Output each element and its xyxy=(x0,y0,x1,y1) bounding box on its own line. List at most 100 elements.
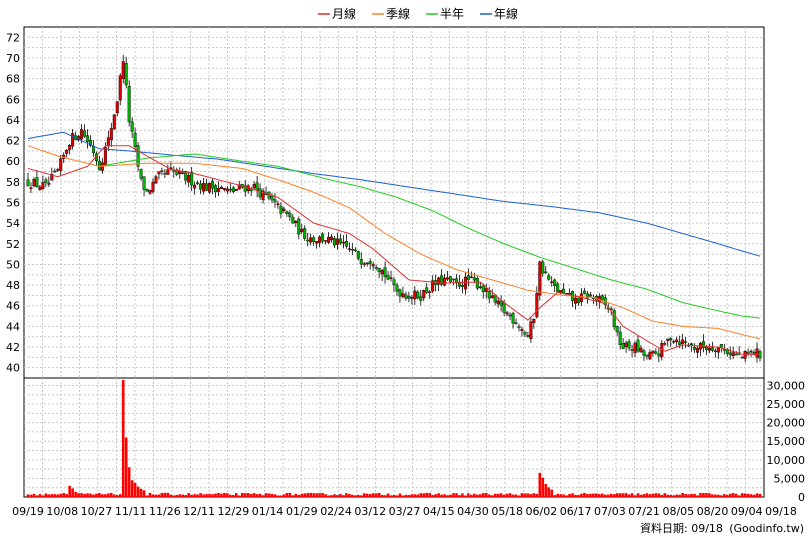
volume-bar xyxy=(511,494,515,497)
candle-body xyxy=(297,218,301,235)
candle-body xyxy=(440,275,444,285)
candle-body xyxy=(484,287,488,292)
candle-body xyxy=(294,220,298,224)
candle-body xyxy=(624,342,628,347)
volume-bar xyxy=(264,493,268,497)
x-tick-label: 03/12 xyxy=(354,505,386,518)
volume-bar xyxy=(553,495,556,497)
candle-body xyxy=(696,348,700,353)
volume-bar xyxy=(592,493,595,497)
volume-bar xyxy=(603,494,607,497)
legend-label-0: 月線 xyxy=(332,6,356,21)
candle-body xyxy=(327,236,331,243)
volume-bar xyxy=(535,493,539,497)
candle-body xyxy=(225,188,229,192)
candle-body xyxy=(508,314,512,317)
volume-bar xyxy=(711,494,714,497)
volume-bar xyxy=(151,494,155,497)
x-tick-label: 07/21 xyxy=(628,505,660,518)
volume-bar xyxy=(163,492,167,497)
volume-bar xyxy=(565,495,568,497)
volume-bar xyxy=(139,488,143,497)
candle-body xyxy=(353,249,357,252)
volume-bar xyxy=(243,493,247,497)
volume-bar xyxy=(71,488,74,497)
legend-label-3: 年線 xyxy=(494,6,518,21)
candle-body xyxy=(731,352,735,356)
x-tick-label: 01/29 xyxy=(286,505,318,518)
candle-body xyxy=(386,275,390,280)
volume-bar xyxy=(627,494,631,497)
volume-bar xyxy=(336,495,339,497)
candle-body xyxy=(148,190,152,194)
candle-body xyxy=(389,277,393,279)
price-tick-label: 40 xyxy=(6,362,20,375)
candle-body xyxy=(642,350,646,356)
candle-body xyxy=(636,339,640,352)
volume-bar xyxy=(291,495,295,497)
volume-bar xyxy=(663,493,667,497)
volume-bar xyxy=(681,492,684,497)
candle-body xyxy=(532,318,536,323)
volume-bar xyxy=(502,494,506,497)
candle-body xyxy=(526,334,530,337)
volume-bar xyxy=(35,495,39,497)
candle-body xyxy=(704,346,708,350)
candle-body xyxy=(457,281,461,287)
volume-bar xyxy=(693,493,696,497)
volume-bar xyxy=(464,495,467,497)
volume-bar xyxy=(547,487,551,497)
candle-body xyxy=(722,349,726,351)
volume-bar xyxy=(121,379,125,497)
candle-body xyxy=(216,187,220,192)
volume-bar xyxy=(743,493,747,497)
candle-body xyxy=(205,183,209,191)
volume-bar xyxy=(26,494,30,497)
candle-body xyxy=(231,187,235,193)
volume-bar xyxy=(306,493,310,497)
candle-body xyxy=(279,205,283,214)
volume-bar xyxy=(267,493,271,497)
candle-body xyxy=(505,312,509,315)
candle-body xyxy=(86,135,90,142)
candle-body xyxy=(553,279,557,286)
candle-body xyxy=(538,261,542,296)
volume-bar xyxy=(89,493,92,497)
candle-body xyxy=(324,240,328,242)
volume-bar xyxy=(600,493,604,497)
candle-body xyxy=(261,190,265,201)
candle-body xyxy=(576,297,580,303)
ma-quarter-line xyxy=(27,145,761,340)
volume-bar xyxy=(130,480,134,497)
volume-bar xyxy=(609,493,613,497)
price-tick-label: 60 xyxy=(6,155,20,168)
volume-bar xyxy=(416,494,420,497)
x-tick-label: 02/24 xyxy=(320,505,352,518)
candle-body xyxy=(145,188,149,192)
candle-body xyxy=(202,183,206,192)
candle-body xyxy=(654,351,658,354)
volume-bar xyxy=(633,495,637,497)
price-tick-label: 52 xyxy=(6,238,20,251)
legend-label-1: 季線 xyxy=(386,6,410,21)
candle-body xyxy=(47,182,51,185)
volume-bar xyxy=(636,493,640,497)
candle-body xyxy=(121,61,125,79)
volume-bar xyxy=(577,495,580,497)
candle-body xyxy=(187,175,191,183)
candle-body xyxy=(633,342,637,354)
candle-body xyxy=(330,236,334,241)
candle-body xyxy=(347,248,351,250)
volume-bar xyxy=(240,492,244,497)
candle-body xyxy=(452,278,456,281)
volume-bar xyxy=(440,494,443,497)
candle-body xyxy=(83,130,87,137)
volume-bar xyxy=(708,493,711,497)
candle-body xyxy=(410,297,414,299)
volume-bar xyxy=(279,495,283,497)
candle-body xyxy=(359,258,363,265)
candle-body xyxy=(181,172,185,174)
price-tick-label: 72 xyxy=(6,31,20,44)
volume-tick-label: 10,000 xyxy=(767,454,806,467)
volume-bar xyxy=(645,493,649,497)
